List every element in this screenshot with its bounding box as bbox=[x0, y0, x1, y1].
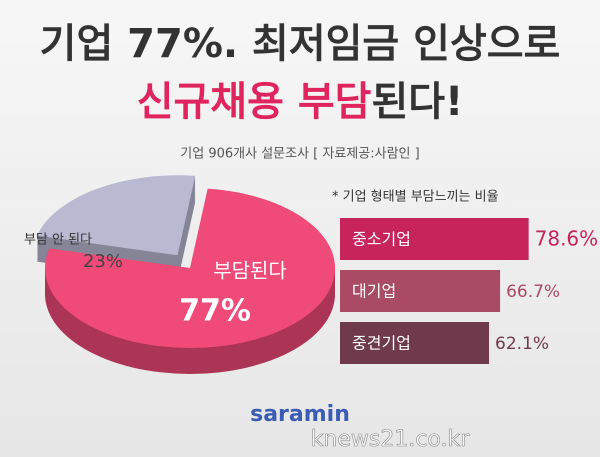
bar bbox=[340, 218, 529, 260]
bar-label: 중소기업 bbox=[352, 230, 411, 249]
bar-value: 66.7% bbox=[506, 282, 560, 302]
bar-value: 62.1% bbox=[495, 334, 549, 354]
title-line1: 기업 77%. 최저임금 인상으로 bbox=[40, 21, 561, 67]
bar bbox=[340, 322, 490, 364]
bar-label: 대기업 bbox=[352, 282, 396, 301]
subtitle: 기업 906개사 설문조사 [ 자료제공:사람인 ] bbox=[180, 147, 419, 162]
watermark: knews21.co.kr bbox=[311, 427, 471, 452]
bar-value: 78.6% bbox=[535, 227, 599, 251]
slice-value: 77% bbox=[179, 294, 251, 329]
pie-slice bbox=[37, 175, 196, 256]
slice-label: 부담된다 bbox=[213, 259, 287, 283]
title-highlight: 신규채용 부담 bbox=[137, 79, 372, 125]
logo: saramin bbox=[250, 402, 350, 427]
title-rest: 된다! bbox=[371, 79, 463, 125]
slice-label: 부담 안 된다 bbox=[24, 233, 92, 248]
bar-chart-title: * 기업 형태별 부담느끼는 비율 bbox=[332, 190, 499, 205]
bar bbox=[340, 270, 501, 312]
title-line2: 신규채용 부담된다! bbox=[137, 79, 464, 125]
bar-label: 중견기업 bbox=[352, 334, 411, 353]
pie-slice bbox=[44, 188, 335, 349]
pie-chart: 부담된다 77% 부담 안 된다 23% bbox=[24, 175, 336, 375]
slice-value: 23% bbox=[83, 251, 123, 272]
